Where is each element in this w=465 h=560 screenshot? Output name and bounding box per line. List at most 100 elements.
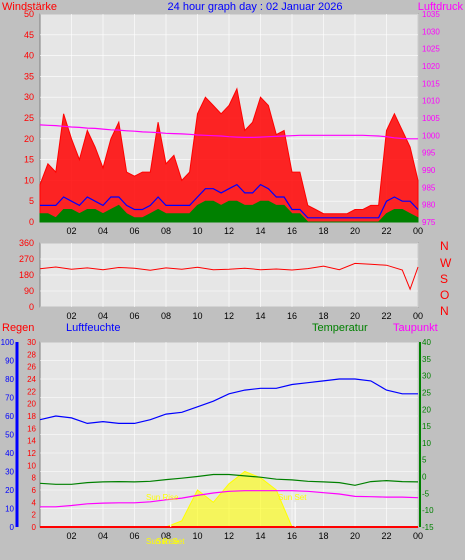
x-tick-label: 04 bbox=[98, 531, 108, 541]
humidity-y-tick: 40 bbox=[5, 449, 14, 458]
rain-y-tick: 12 bbox=[27, 449, 36, 458]
x-tick-label: 16 bbox=[287, 531, 297, 541]
pressure-y-tick: 1020 bbox=[422, 62, 440, 71]
direction-letter-w: W bbox=[440, 256, 452, 270]
temp-y-tick: 15 bbox=[422, 422, 431, 431]
wind-y-tick: 50 bbox=[24, 9, 34, 19]
temp-y-tick: 35 bbox=[422, 355, 431, 364]
temperature-series bbox=[39, 473, 419, 486]
wind-y-tick: 40 bbox=[24, 51, 34, 61]
temp-y-tick: 25 bbox=[422, 388, 431, 397]
x-tick-label: 00 bbox=[413, 226, 423, 236]
sunrise-bottom-label: Sun Rise bbox=[146, 537, 179, 546]
pressure-y-tick: 985 bbox=[422, 183, 436, 192]
wind-speed-series bbox=[40, 183, 419, 219]
rain-y-tick: 14 bbox=[27, 437, 36, 446]
x-tick-label: 16 bbox=[287, 311, 297, 321]
rain-y-tick: 30 bbox=[27, 338, 36, 347]
wind-y-tick: 5 bbox=[29, 196, 34, 206]
x-tick-label: 16 bbox=[287, 226, 297, 236]
temp-y-tick: 20 bbox=[422, 405, 431, 414]
direction-y-tick: 360 bbox=[19, 238, 34, 248]
pressure-y-tick: 1030 bbox=[422, 27, 440, 36]
x-tick-label: 08 bbox=[161, 311, 171, 321]
x-tick-label: 06 bbox=[129, 531, 139, 541]
humidity-y-tick: 10 bbox=[5, 505, 14, 514]
x-tick-label: 14 bbox=[255, 531, 265, 541]
x-tick-label: 18 bbox=[318, 531, 328, 541]
x-tick-label: 14 bbox=[255, 311, 265, 321]
rain-y-tick: 22 bbox=[27, 387, 36, 396]
x-tick-label: 02 bbox=[66, 311, 76, 321]
wind-direction-series bbox=[39, 262, 419, 291]
rain-y-tick: 24 bbox=[27, 375, 36, 384]
rain-y-tick: 4 bbox=[32, 498, 37, 507]
wind-axis-label: Windstärke bbox=[2, 1, 57, 13]
rain-y-tick: 16 bbox=[27, 424, 36, 433]
wind-y-tick: 20 bbox=[24, 134, 34, 144]
x-tick-label: 02 bbox=[66, 226, 76, 236]
direction-y-tick: 270 bbox=[19, 254, 34, 264]
series-lines bbox=[39, 87, 419, 528]
humidity-y-tick: 20 bbox=[5, 486, 14, 495]
pressure-axis-label: Luftdruck bbox=[418, 1, 464, 13]
x-tick-label: 10 bbox=[192, 226, 202, 236]
temp-y-tick: 40 bbox=[422, 338, 431, 347]
temp-y-tick: -5 bbox=[422, 489, 430, 498]
pressure-y-tick: 1010 bbox=[422, 97, 440, 106]
humidity-y-tick: 60 bbox=[5, 412, 14, 421]
x-tick-label: 08 bbox=[161, 226, 171, 236]
x-tick-label: 06 bbox=[129, 311, 139, 321]
rain-y-tick: 10 bbox=[27, 461, 36, 470]
direction-letter-o: O bbox=[440, 288, 449, 302]
rain-y-tick: 20 bbox=[27, 400, 36, 409]
humidity-y-tick: 80 bbox=[5, 375, 14, 384]
humidity-y-tick: 100 bbox=[1, 338, 15, 347]
direction-letter-s: S bbox=[440, 272, 448, 286]
x-tick-label: 00 bbox=[413, 531, 423, 541]
pressure-y-tick: 1015 bbox=[422, 79, 440, 88]
x-tick-label: 06 bbox=[129, 226, 139, 236]
x-tick-label: 12 bbox=[224, 311, 234, 321]
rain-y-tick: 26 bbox=[27, 363, 36, 372]
x-tick-label: 02 bbox=[66, 531, 76, 541]
humidity-axis-label: Luftfeuchte bbox=[66, 322, 120, 334]
dewpoint-series bbox=[40, 490, 419, 508]
rain-y-tick: 8 bbox=[32, 474, 37, 483]
pressure-y-tick: 990 bbox=[422, 166, 436, 175]
x-tick-label: 22 bbox=[381, 226, 391, 236]
temp-y-tick: -10 bbox=[422, 506, 434, 515]
temp-y-tick: -15 bbox=[422, 523, 434, 532]
wind-y-tick: 25 bbox=[24, 113, 34, 123]
rain-y-tick: 28 bbox=[27, 350, 36, 359]
x-tick-label: 18 bbox=[318, 311, 328, 321]
wind-y-tick: 35 bbox=[24, 71, 34, 81]
wind-y-tick: 30 bbox=[24, 92, 34, 102]
pressure-y-tick: 1005 bbox=[422, 114, 440, 123]
chart-title: 24 hour graph day : 02 Januar 2026 bbox=[168, 1, 343, 13]
x-tick-label: 10 bbox=[192, 531, 202, 541]
rain-y-tick: 6 bbox=[32, 486, 37, 495]
x-tick-label: 12 bbox=[224, 531, 234, 541]
humidity-y-tick: 50 bbox=[5, 431, 14, 440]
rain-y-tick: 2 bbox=[32, 511, 37, 520]
temp-y-tick: 5 bbox=[422, 456, 427, 465]
pressure-y-tick: 975 bbox=[422, 218, 436, 227]
direction-letter-n-top: N bbox=[440, 239, 449, 253]
rain-y-tick: 0 bbox=[32, 523, 37, 532]
wind-y-tick: 45 bbox=[24, 30, 34, 40]
humidity-y-tick: 90 bbox=[5, 357, 14, 366]
rain-axis-label: Regen bbox=[2, 322, 34, 334]
pressure-y-tick: 1000 bbox=[422, 131, 440, 140]
direction-y-tick: 90 bbox=[24, 286, 34, 296]
direction-y-tick: 0 bbox=[29, 302, 34, 312]
sunrise-label: Sun Rise bbox=[146, 493, 179, 502]
x-tick-label: 00 bbox=[413, 311, 423, 321]
temp-y-tick: 30 bbox=[422, 372, 431, 381]
x-tick-label: 22 bbox=[381, 531, 391, 541]
humidity-y-tick: 0 bbox=[10, 523, 15, 532]
x-tick-label: 20 bbox=[350, 531, 360, 541]
